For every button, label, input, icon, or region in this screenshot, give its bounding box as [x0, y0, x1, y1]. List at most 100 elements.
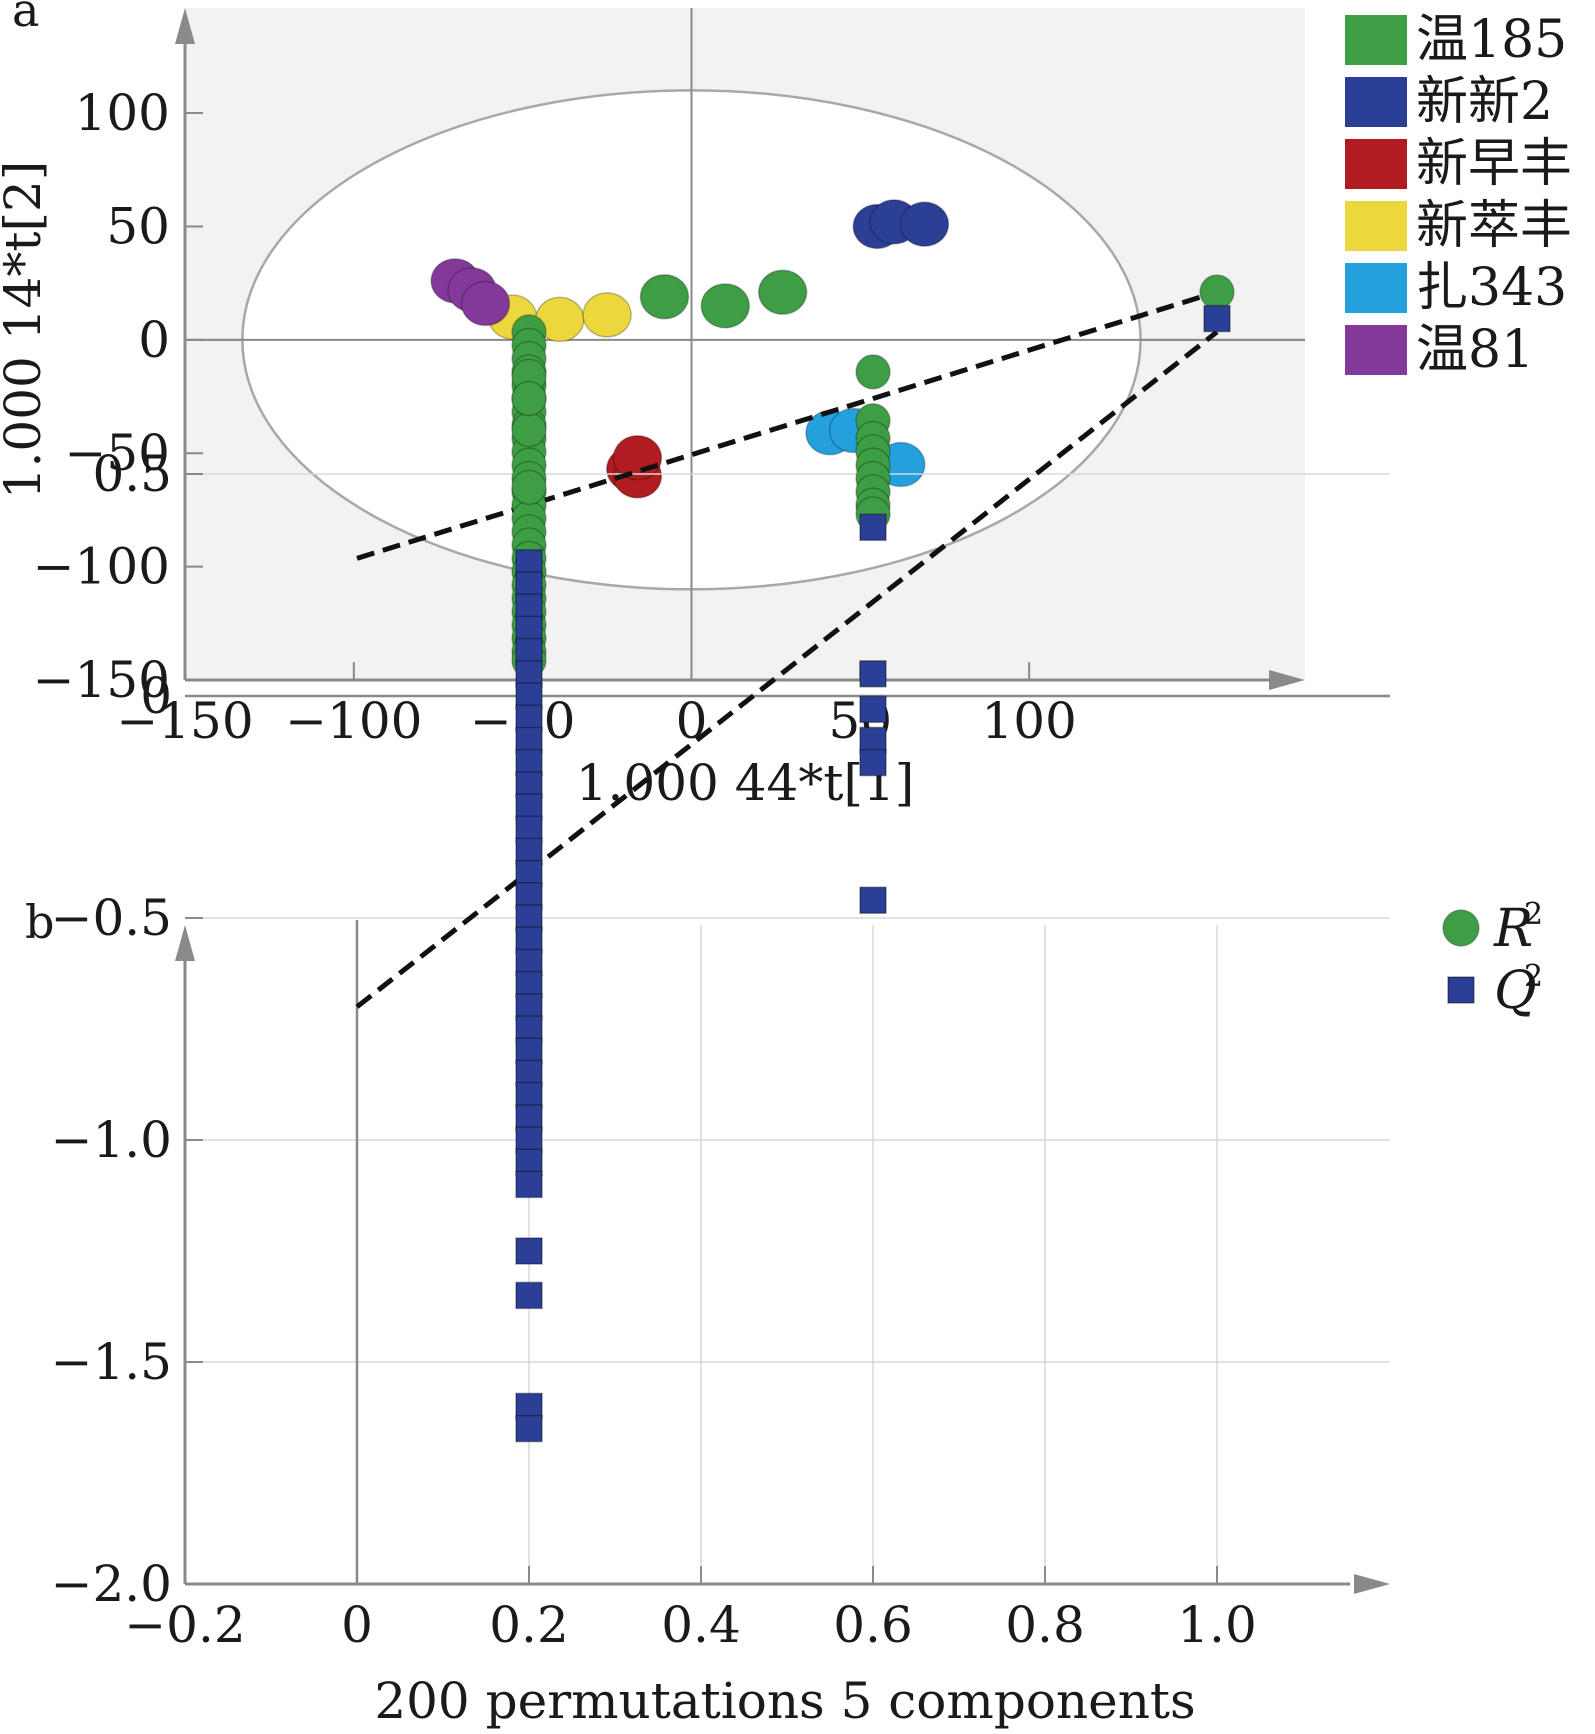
q2-point	[515, 682, 543, 710]
q2-point	[515, 1392, 543, 1421]
q2-point	[515, 726, 543, 755]
legend-marker-r2	[1442, 909, 1480, 947]
q2-point	[859, 513, 887, 542]
regression-line	[356, 289, 1218, 561]
q2-point	[515, 948, 543, 977]
permutation-y-axis-arrow	[175, 925, 195, 961]
score-point	[582, 292, 632, 338]
regression-line	[355, 329, 1219, 1009]
score-point	[899, 201, 950, 247]
permutation-y-tick-label: −2.0	[51, 1555, 172, 1613]
q2-point	[515, 1170, 543, 1199]
permutation-y-tick-label: 0	[140, 667, 172, 725]
q2-point	[515, 660, 543, 688]
legend-label: 温81	[1416, 320, 1534, 380]
score-y-tick-label: 50	[106, 197, 170, 255]
legend-swatch	[1345, 325, 1407, 375]
legend-swatch	[1345, 77, 1407, 127]
legend-swatch	[1345, 139, 1407, 189]
q2-point	[859, 726, 887, 755]
permutation-points	[511, 274, 1235, 1443]
panel-label-a: a	[12, 0, 39, 37]
legend-swatch	[1345, 263, 1407, 313]
score-points	[430, 199, 950, 499]
legend-swatch	[1345, 201, 1407, 251]
legend-label: 新早丰	[1416, 134, 1572, 194]
permutation-y-tick-label: 0.5	[92, 445, 172, 503]
r2-point	[1199, 274, 1235, 310]
score-y-tick-label: −150	[33, 651, 170, 709]
panel-label-b: b	[25, 895, 54, 949]
q2-point	[515, 748, 543, 777]
score-y-axis-title: 1.000 14*t[2]	[0, 161, 52, 500]
q2-point	[515, 1414, 543, 1443]
q2-point	[515, 771, 543, 799]
q2-point	[515, 1015, 543, 1043]
score-y-axis-arrow	[175, 8, 195, 44]
q2-point	[515, 1081, 543, 1110]
legend-label: 扎343	[1416, 258, 1567, 318]
permutation-x-tick-label: 1.0	[1177, 1596, 1257, 1654]
score-x-tick-label: 100	[981, 692, 1076, 750]
score-y-tick-label: −50	[64, 424, 170, 482]
q2-point	[515, 704, 543, 732]
q2-point	[515, 1037, 543, 1065]
legend-label: Q	[1494, 961, 1537, 1021]
score-point	[612, 435, 663, 481]
permutation-y-tick-label: −1.0	[51, 1111, 172, 1169]
legend-label: 新新2	[1416, 72, 1553, 132]
score-y-tick-label: 0	[138, 311, 170, 369]
permutation-x-tick-label: 0.2	[489, 1596, 569, 1654]
regression-lines	[355, 289, 1219, 1009]
q2-point	[515, 815, 543, 843]
permutation-x-tick-label: −0.2	[124, 1596, 245, 1654]
q2-point	[515, 637, 543, 666]
permutation-x-axis-arrow	[1354, 1574, 1390, 1594]
r2-point	[511, 411, 547, 448]
legend-label: 温185	[1416, 10, 1567, 70]
q2-point	[859, 748, 887, 777]
permutation-x-tick-label: 0.4	[661, 1596, 741, 1654]
legend-label-superscript: 2	[1524, 897, 1543, 932]
permutation-x-axis-title: 200 permutations 5 components	[374, 1672, 1195, 1730]
permutation-x-tick-label: 0.6	[833, 1596, 913, 1654]
q2-point	[515, 549, 543, 577]
permutation-ticks: −0.2 0 0.2 0.4 0.6 0.8 1.0 −2.0 −1.5 −1.0 −0.5 0 0.5	[51, 445, 1257, 1654]
score-y-tick-label: 100	[75, 84, 170, 142]
legend-swatch	[1345, 15, 1407, 65]
q2-point	[515, 571, 543, 599]
score-point	[639, 273, 690, 320]
score-x-tick-label: −150	[116, 692, 253, 750]
legend-label: R	[1493, 899, 1533, 959]
r2-point	[855, 354, 891, 390]
q2-point	[515, 593, 543, 621]
q2-point	[515, 1148, 543, 1176]
score-x-tick-label: 0	[676, 692, 708, 750]
q2-point	[515, 904, 543, 932]
q2-point	[515, 1281, 543, 1310]
q2-point	[515, 1237, 543, 1265]
permutation-x-tick-label: 0.8	[1005, 1596, 1085, 1654]
q2-point	[515, 859, 543, 888]
legend-marker-q2	[1447, 976, 1475, 1004]
score-x-tick-label: −100	[285, 692, 422, 750]
permutation-plot-panel: −0.2 0 0.2 0.4 0.6 0.8 1.0 −2.0 −1.5 −1.0 −0.5 0 0.5…	[25, 274, 1543, 1730]
q2-point	[859, 660, 887, 688]
r2-point	[511, 380, 547, 417]
permutation-axes	[175, 694, 1390, 1594]
score-x-axis-title: 1.000 44*t[1]	[576, 754, 915, 812]
r2-point	[511, 469, 547, 506]
q2-point	[859, 886, 887, 914]
score-x-axis-arrow	[1269, 670, 1305, 690]
q2-point	[1203, 304, 1231, 333]
q2-point	[859, 695, 887, 724]
permutation-x-tick-label: 0	[341, 1596, 373, 1654]
score-point	[757, 269, 808, 315]
permutation-y-tick-label: −1.5	[51, 1333, 172, 1391]
score-point	[460, 280, 511, 327]
